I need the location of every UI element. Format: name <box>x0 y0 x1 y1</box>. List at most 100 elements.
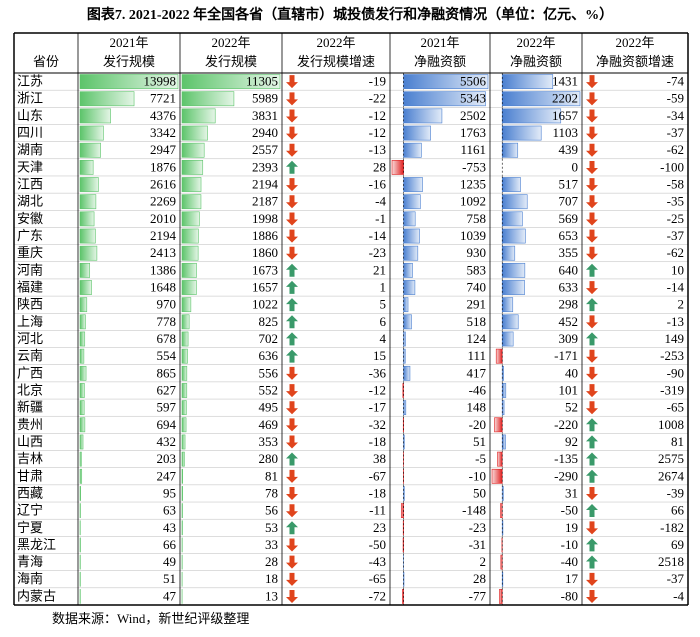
header-text: 发行规模增速 <box>297 54 375 69</box>
cell-value: 1092 <box>460 194 486 209</box>
cell-value: 13 <box>265 588 278 603</box>
cell-value: 101 <box>559 382 579 397</box>
cell-value: 1386 <box>150 262 177 277</box>
trend-arrow <box>586 555 598 569</box>
cell-value: 1657 <box>552 108 579 123</box>
data-bar <box>181 451 185 467</box>
cell-value: 1876 <box>150 159 177 174</box>
cell-value: 1161 <box>460 142 486 157</box>
province: 北京 <box>17 382 43 397</box>
data-bar <box>79 108 111 124</box>
data-bar <box>79 125 104 141</box>
cell-value: 552 <box>259 382 279 397</box>
cell-value: -74 <box>667 74 685 89</box>
cell-value: -39 <box>667 485 684 500</box>
trend-arrow <box>586 538 598 552</box>
trend-arrow <box>586 178 598 192</box>
cell-value: 51 <box>473 434 486 449</box>
trend-arrow <box>286 349 298 363</box>
cell-value: 203 <box>157 451 177 466</box>
cell-value: 1022 <box>252 297 278 312</box>
data-bar <box>181 486 183 501</box>
cell-value: -90 <box>667 365 684 380</box>
trend-arrow <box>286 92 298 106</box>
title: 图表7. 2021-2022 年全国各省（直辖市）城投债发行和净融资情况（单位：… <box>87 6 613 23</box>
cell-value: 43 <box>163 520 176 535</box>
trend-arrow <box>586 521 598 535</box>
data-bar <box>79 280 92 295</box>
data-bar <box>403 365 411 381</box>
data-bar <box>79 348 85 364</box>
cell-value: -148 <box>462 503 486 518</box>
province: 宁夏 <box>17 520 43 535</box>
data-bar <box>501 142 519 158</box>
cell-value: -43 <box>369 554 386 569</box>
trend-arrow <box>586 281 598 295</box>
cell-value: -67 <box>369 468 387 483</box>
trend-arrow <box>586 590 598 603</box>
cell-value: 47 <box>163 588 177 603</box>
province: 西藏 <box>17 485 43 500</box>
trend-arrow <box>586 452 598 466</box>
data-bar <box>79 383 85 398</box>
trend-arrow <box>286 469 298 483</box>
cell-value: 758 <box>467 211 487 226</box>
cell-value: 2 <box>678 297 685 312</box>
cell-value: -36 <box>369 365 387 380</box>
data-bar <box>497 451 503 467</box>
cell-value: 930 <box>467 245 487 260</box>
cell-value: 2502 <box>460 108 486 123</box>
trend-arrow <box>286 126 298 140</box>
trend-arrow <box>286 555 298 569</box>
cell-value: 2413 <box>150 245 176 260</box>
cell-value: 10 <box>671 262 684 277</box>
trend-arrow <box>286 332 298 346</box>
cell-value: 149 <box>665 331 685 346</box>
cell-value: 569 <box>559 211 579 226</box>
data-bar <box>79 365 87 381</box>
cell-value: 1763 <box>460 125 486 140</box>
cell-value: 78 <box>265 485 278 500</box>
cell-value: 280 <box>259 451 279 466</box>
cell-value: 63 <box>163 503 176 518</box>
data-bar <box>391 160 404 175</box>
data-bar <box>181 297 192 313</box>
cell-value: 1235 <box>460 177 486 192</box>
data-bar <box>400 503 404 518</box>
cell-value: 5343 <box>460 91 486 106</box>
data-bar <box>501 194 528 210</box>
data-bar <box>403 125 431 141</box>
cell-value: -65 <box>667 400 684 415</box>
cell-value: 2010 <box>150 211 176 226</box>
trend-arrow <box>286 298 298 312</box>
cell-value: 1 <box>380 280 387 295</box>
cell-value: 1657 <box>252 280 279 295</box>
trend-arrow <box>286 418 298 432</box>
data-bar <box>501 297 514 313</box>
cell-value: -31 <box>469 537 486 552</box>
trend-arrow <box>286 178 298 192</box>
cell-value: -14 <box>667 280 685 295</box>
trend-arrow <box>286 315 298 329</box>
cell-value: 11305 <box>246 74 278 89</box>
province: 山西 <box>17 434 43 449</box>
cell-value: 2518 <box>658 554 684 569</box>
cell-value: -65 <box>369 571 386 586</box>
data-bar <box>501 331 514 347</box>
source: 数据来源：Wind，新世纪评级整理 <box>52 611 249 626</box>
province: 四川 <box>17 125 43 140</box>
data-bar <box>403 280 416 295</box>
province: 甘肃 <box>17 468 43 483</box>
data-bar <box>403 177 423 192</box>
cell-value: -18 <box>369 434 386 449</box>
province: 山东 <box>17 108 43 123</box>
trend-arrow <box>586 349 598 363</box>
province: 云南 <box>17 348 43 363</box>
cell-value: 111 <box>467 348 486 363</box>
cell-value: -32 <box>369 417 386 432</box>
cell-value: 1648 <box>150 280 176 295</box>
cell-value: 2616 <box>150 177 177 192</box>
cell-value: 5 <box>380 297 387 312</box>
data-bar <box>403 211 416 227</box>
cell-value: 2269 <box>150 194 176 209</box>
